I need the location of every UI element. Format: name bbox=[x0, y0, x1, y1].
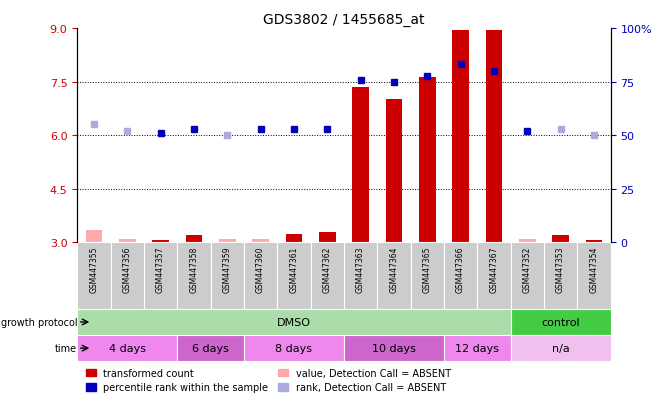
Text: time: time bbox=[55, 343, 77, 353]
Bar bbox=[244, 242, 277, 309]
Bar bbox=[352, 88, 369, 242]
Text: GSM447357: GSM447357 bbox=[156, 246, 165, 292]
Bar bbox=[344, 242, 377, 309]
Bar bbox=[544, 242, 577, 309]
Text: growth protocol: growth protocol bbox=[1, 317, 77, 327]
Bar bbox=[77, 242, 111, 309]
Title: GDS3802 / 1455685_at: GDS3802 / 1455685_at bbox=[263, 12, 425, 26]
Bar bbox=[144, 242, 177, 309]
Bar bbox=[477, 242, 511, 309]
Bar bbox=[577, 242, 611, 309]
Bar bbox=[586, 241, 603, 242]
Bar bbox=[344, 335, 444, 361]
Text: n/a: n/a bbox=[552, 343, 570, 353]
Bar bbox=[386, 100, 402, 242]
Legend: transformed count, percentile rank within the sample, value, Detection Call = AB: transformed count, percentile rank withi… bbox=[82, 364, 455, 396]
Bar bbox=[286, 235, 302, 242]
Bar bbox=[511, 309, 611, 335]
Bar bbox=[511, 242, 544, 309]
Text: GSM447354: GSM447354 bbox=[589, 246, 599, 292]
Text: 10 days: 10 days bbox=[372, 343, 416, 353]
Bar bbox=[177, 335, 244, 361]
Text: GSM447362: GSM447362 bbox=[323, 246, 331, 292]
Bar bbox=[452, 31, 469, 242]
Text: GSM447366: GSM447366 bbox=[456, 246, 465, 292]
Bar bbox=[119, 239, 136, 242]
Bar bbox=[111, 242, 144, 309]
Bar bbox=[511, 335, 611, 361]
Text: GSM447360: GSM447360 bbox=[256, 246, 265, 292]
Text: GSM447352: GSM447352 bbox=[523, 246, 531, 292]
Text: 12 days: 12 days bbox=[455, 343, 499, 353]
Bar bbox=[419, 78, 435, 242]
Text: control: control bbox=[541, 317, 580, 327]
Text: GSM447363: GSM447363 bbox=[356, 246, 365, 292]
Text: 8 days: 8 days bbox=[275, 343, 313, 353]
Bar bbox=[277, 242, 311, 309]
Text: GSM447359: GSM447359 bbox=[223, 246, 231, 292]
Text: 6 days: 6 days bbox=[192, 343, 229, 353]
Bar bbox=[319, 233, 336, 242]
Text: GSM447353: GSM447353 bbox=[556, 246, 565, 292]
Bar bbox=[486, 31, 503, 242]
Bar bbox=[152, 241, 169, 242]
Bar bbox=[77, 335, 177, 361]
Bar bbox=[177, 242, 211, 309]
Text: GSM447365: GSM447365 bbox=[423, 246, 431, 292]
Bar bbox=[219, 240, 236, 242]
Bar bbox=[211, 242, 244, 309]
Bar bbox=[185, 235, 202, 242]
Bar bbox=[377, 242, 411, 309]
Text: GSM447367: GSM447367 bbox=[489, 246, 499, 292]
Text: GSM447361: GSM447361 bbox=[289, 246, 299, 292]
Bar bbox=[311, 242, 344, 309]
Bar bbox=[411, 242, 444, 309]
Bar bbox=[552, 235, 569, 242]
Text: GSM447358: GSM447358 bbox=[189, 246, 199, 292]
Text: GSM447364: GSM447364 bbox=[389, 246, 399, 292]
Text: DMSO: DMSO bbox=[277, 317, 311, 327]
Bar bbox=[444, 335, 511, 361]
Bar bbox=[85, 230, 102, 242]
Text: 4 days: 4 days bbox=[109, 343, 146, 353]
Text: GSM447355: GSM447355 bbox=[89, 246, 99, 292]
Bar bbox=[519, 240, 535, 242]
Bar bbox=[252, 239, 269, 242]
Bar bbox=[444, 242, 477, 309]
Bar bbox=[244, 335, 344, 361]
Bar bbox=[77, 309, 511, 335]
Text: GSM447356: GSM447356 bbox=[123, 246, 132, 292]
